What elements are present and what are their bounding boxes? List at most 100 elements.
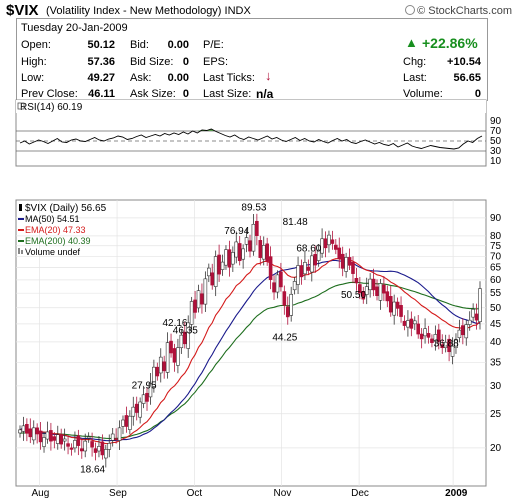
candle-body (59, 434, 63, 445)
copyright-text: © StockCharts.com (417, 5, 512, 17)
ask-value: 0.00 (167, 72, 189, 84)
annotation-89.53: 89.53 (241, 203, 266, 214)
price-x-axis: Aug Sep Oct Nov Dec 2009 (32, 488, 468, 499)
candle-body (440, 344, 445, 349)
candle-body (31, 427, 36, 441)
rsi-marker-icon (17, 102, 25, 110)
candle-body (347, 257, 352, 266)
low-label: Low: (21, 72, 45, 84)
candle-body (265, 243, 269, 262)
legend-volume: Volume undef (25, 247, 81, 257)
candle-body (447, 338, 451, 353)
price-tick-20: 20 (490, 443, 502, 454)
candle-body (134, 403, 139, 413)
candle-body (385, 291, 390, 302)
prev-close-value: 46.11 (88, 88, 115, 100)
candle-body (337, 247, 342, 260)
bid-label: Bid: (130, 39, 149, 51)
candle-body (189, 301, 194, 325)
candle-body (388, 296, 393, 313)
candle-body (323, 238, 328, 249)
candle-body (371, 278, 376, 291)
candle-body (162, 361, 166, 372)
candle-body (261, 245, 266, 260)
candle-body (275, 274, 280, 293)
price-xtick-2009: 2009 (445, 488, 468, 499)
price-tick-60: 60 (490, 275, 502, 286)
annotation-50.50: 50.50 (341, 290, 366, 301)
candle-body (437, 329, 441, 342)
candle-body (416, 323, 421, 335)
ask-size-value: 0 (182, 88, 189, 100)
candle-body (158, 356, 163, 374)
candle-body (21, 425, 26, 432)
candle-body (148, 383, 153, 398)
candle-body (155, 366, 160, 377)
annotation-46.35: 46.35 (173, 325, 198, 336)
candle-body (200, 293, 204, 305)
annotation-44.25: 44.25 (272, 332, 297, 343)
candle-body (100, 441, 105, 456)
candle-body (220, 261, 225, 270)
description-text: (Volatility Index - New Methodology) (46, 5, 222, 17)
candle-body (217, 254, 221, 275)
price-legend: $VIX (Daily) 56.65 MA(50) 54.51 EMA(20) … (18, 203, 107, 257)
low-value: 49.27 (87, 72, 115, 84)
candle-body (358, 284, 362, 294)
candle-body (409, 318, 414, 329)
candle-body (443, 341, 448, 349)
eps-label: EPS: (203, 56, 229, 68)
copyright[interactable]: © StockCharts.com (405, 5, 512, 17)
candle-body (478, 288, 482, 322)
down-tick-icon: ↓ (265, 68, 272, 83)
candle-body (231, 252, 235, 265)
annotation-81.48: 81.48 (283, 217, 308, 228)
vix-legend-swatch (19, 204, 22, 211)
candle-body (423, 328, 427, 337)
prev-close-label: Prev Close: (21, 88, 78, 100)
price-xtick-Oct: Oct (187, 488, 203, 499)
candle-body (457, 329, 462, 339)
candle-body (93, 448, 98, 453)
candle-body (227, 249, 232, 268)
last-ticks-label: Last Ticks: (203, 72, 255, 84)
change-percent: +22.86% (422, 35, 478, 51)
candle-body (327, 234, 331, 246)
pe-label: P/E: (203, 39, 224, 51)
price-tick-45: 45 (490, 319, 502, 330)
candle-body (344, 257, 348, 272)
rsi-line (19, 128, 483, 150)
candle-body (193, 299, 197, 313)
candle-body (28, 428, 33, 438)
candle-body (313, 254, 318, 266)
legend-ema20: EMA(20) 47.33 (25, 225, 86, 235)
candle-body (430, 338, 434, 343)
candle-body (117, 427, 122, 441)
last-value: 56.65 (453, 72, 481, 84)
candle-body (110, 433, 115, 441)
candle-body (320, 238, 324, 254)
candle-body (454, 338, 458, 348)
rsi-tick-90: 90 (490, 116, 502, 127)
price-xtick-Dec: Dec (351, 488, 369, 499)
candle-body (399, 305, 403, 317)
candle-body (141, 394, 146, 404)
candle-body (282, 291, 287, 306)
candle-body (186, 322, 191, 349)
candle-body (73, 440, 77, 449)
candle-body (419, 333, 424, 340)
candle-body (114, 438, 118, 440)
candle-body (97, 446, 101, 452)
candle-body (169, 340, 173, 354)
candle-body (66, 443, 70, 447)
candle-body (402, 320, 407, 326)
candle-body (316, 249, 321, 261)
price-xtick-Sep: Sep (109, 488, 127, 499)
high-label: High: (21, 56, 47, 68)
candle-body (207, 267, 211, 277)
candle-body (176, 347, 180, 366)
candle-body (42, 437, 46, 447)
rsi-title: RSI(14) 60.19 (20, 102, 83, 113)
annotation-76.94: 76.94 (224, 226, 249, 237)
